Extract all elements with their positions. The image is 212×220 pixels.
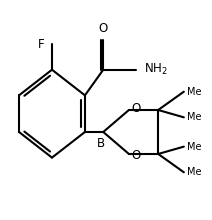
Text: O: O (99, 22, 108, 35)
Text: Me: Me (187, 167, 202, 177)
Text: O: O (132, 102, 141, 115)
Text: F: F (38, 38, 44, 51)
Text: O: O (132, 149, 141, 162)
Text: Me: Me (187, 87, 202, 97)
Text: Me: Me (187, 142, 202, 152)
Text: Me: Me (187, 112, 202, 122)
Text: NH$_2$: NH$_2$ (144, 62, 167, 77)
Text: B: B (97, 137, 106, 150)
